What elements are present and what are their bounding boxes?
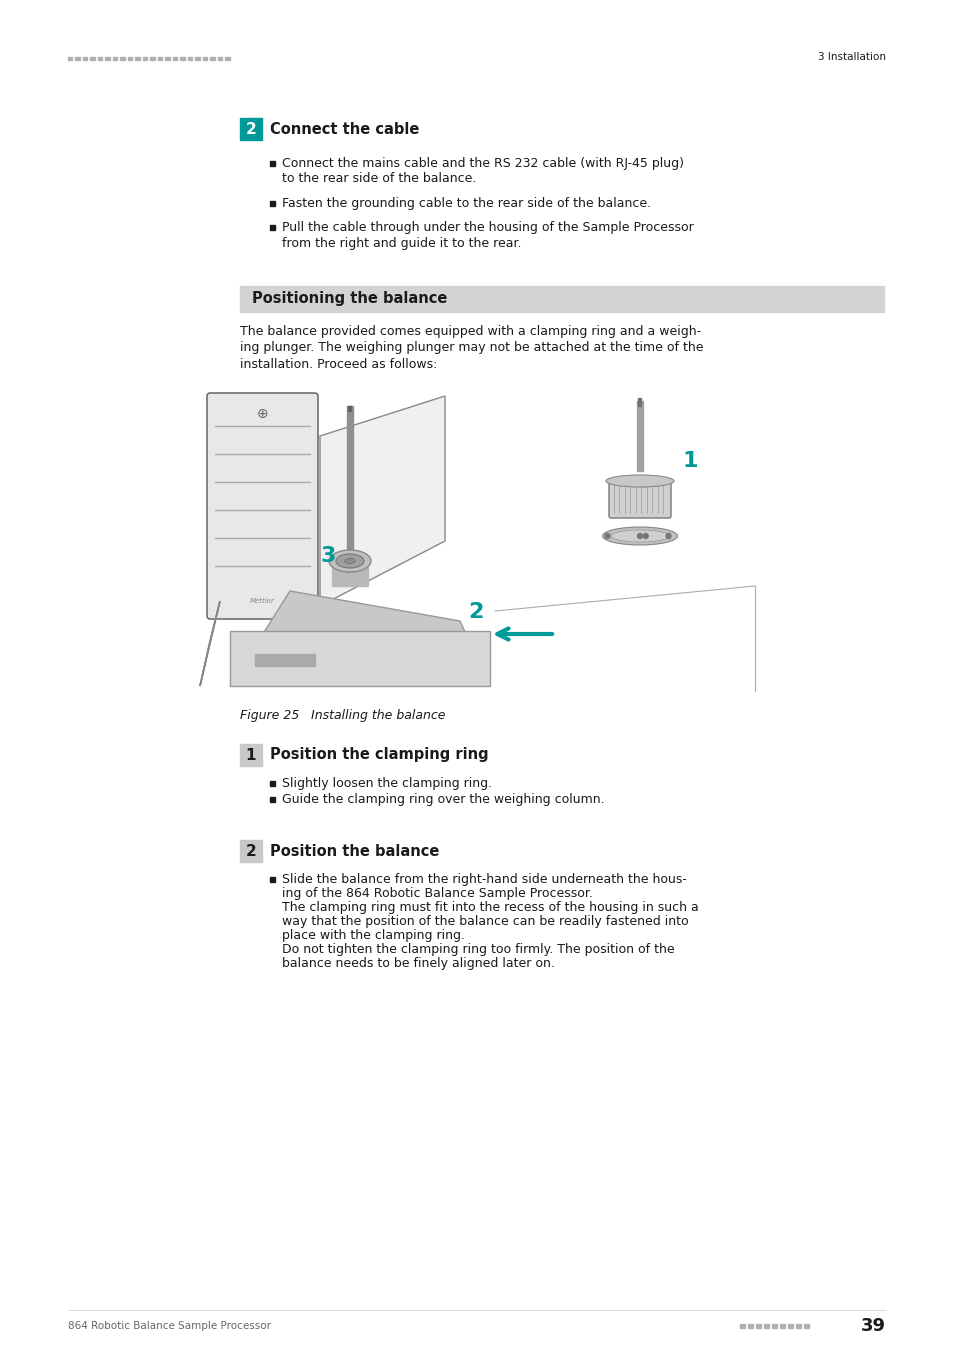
Text: Connect the cable: Connect the cable: [270, 122, 419, 136]
Bar: [270, 225, 274, 230]
Bar: [240, 117, 262, 140]
Text: Position the clamping ring: Position the clamping ring: [270, 748, 488, 763]
Bar: [195, 57, 200, 59]
Text: Fasten the grounding cable to the rear side of the balance.: Fasten the grounding cable to the rear s…: [282, 197, 651, 209]
Text: 1: 1: [246, 748, 256, 763]
Text: The balance provided comes equipped with a clamping ring and a weigh-: The balance provided comes equipped with…: [240, 325, 700, 339]
Bar: [200, 386, 760, 697]
Text: 39: 39: [861, 1318, 885, 1335]
Bar: [270, 201, 274, 207]
Text: Connect the mains cable and the RS 232 cable (with RJ-45 plug): Connect the mains cable and the RS 232 c…: [282, 157, 683, 170]
Bar: [106, 57, 110, 59]
Text: installation. Proceed as follows:: installation. Proceed as follows:: [240, 358, 436, 370]
Bar: [270, 782, 274, 786]
Bar: [211, 57, 214, 59]
Bar: [755, 1324, 760, 1328]
Circle shape: [642, 533, 647, 539]
Text: 2: 2: [245, 844, 256, 859]
Bar: [270, 796, 274, 802]
Text: Positioning the balance: Positioning the balance: [252, 292, 447, 306]
Polygon shape: [230, 630, 490, 686]
Text: ing plunger. The weighing plunger may not be attached at the time of the: ing plunger. The weighing plunger may no…: [240, 342, 702, 355]
Bar: [780, 1324, 784, 1328]
Ellipse shape: [610, 531, 668, 541]
Text: Position the balance: Position the balance: [270, 844, 439, 859]
Text: 3: 3: [320, 545, 335, 566]
Polygon shape: [230, 591, 490, 686]
Bar: [270, 878, 274, 882]
Text: place with the clamping ring.: place with the clamping ring.: [282, 929, 464, 941]
Bar: [740, 1324, 744, 1328]
Polygon shape: [319, 396, 444, 606]
Bar: [240, 840, 262, 863]
Ellipse shape: [602, 526, 677, 545]
Bar: [120, 57, 125, 59]
Bar: [348, 406, 351, 410]
Text: Mettler: Mettler: [250, 598, 274, 603]
Bar: [112, 57, 117, 59]
Bar: [254, 653, 314, 666]
Text: ing of the 864 Robotic Balance Sample Processor.: ing of the 864 Robotic Balance Sample Pr…: [282, 887, 592, 899]
Bar: [143, 57, 148, 59]
Bar: [83, 57, 88, 59]
Bar: [803, 1324, 808, 1328]
Text: 2: 2: [468, 602, 483, 622]
Text: balance needs to be finely aligned later on.: balance needs to be finely aligned later…: [282, 957, 555, 969]
Bar: [270, 161, 274, 166]
Ellipse shape: [605, 475, 673, 487]
Bar: [98, 57, 102, 59]
Bar: [225, 57, 230, 59]
Bar: [795, 1324, 801, 1328]
Text: 2: 2: [245, 122, 256, 136]
Bar: [787, 1324, 792, 1328]
Text: Do not tighten the clamping ring too firmly. The position of the: Do not tighten the clamping ring too fir…: [282, 942, 674, 956]
Bar: [218, 57, 222, 59]
Bar: [332, 566, 368, 586]
Bar: [240, 744, 262, 765]
Text: Slide the balance from the right-hand side underneath the hous-: Slide the balance from the right-hand si…: [282, 872, 686, 886]
Text: from the right and guide it to the rear.: from the right and guide it to the rear.: [282, 236, 521, 250]
Circle shape: [604, 533, 609, 539]
Bar: [240, 286, 883, 312]
Circle shape: [637, 533, 641, 539]
Bar: [638, 398, 640, 406]
Bar: [347, 406, 353, 556]
Bar: [172, 57, 177, 59]
Text: Slightly loosen the clamping ring.: Slightly loosen the clamping ring.: [282, 776, 492, 790]
Bar: [158, 57, 162, 59]
Ellipse shape: [345, 559, 355, 563]
Bar: [75, 57, 80, 59]
FancyBboxPatch shape: [608, 479, 670, 518]
Ellipse shape: [329, 549, 371, 572]
Bar: [188, 57, 193, 59]
Text: Figure 25: Figure 25: [240, 710, 299, 722]
Text: 864 Robotic Balance Sample Processor: 864 Robotic Balance Sample Processor: [68, 1322, 271, 1331]
Bar: [747, 1324, 752, 1328]
Text: Pull the cable through under the housing of the Sample Processor: Pull the cable through under the housing…: [282, 220, 693, 234]
Text: Installing the balance: Installing the balance: [294, 710, 445, 722]
Circle shape: [665, 533, 670, 539]
Bar: [771, 1324, 776, 1328]
FancyBboxPatch shape: [207, 393, 317, 620]
Bar: [180, 57, 185, 59]
Text: Guide the clamping ring over the weighing column.: Guide the clamping ring over the weighin…: [282, 792, 604, 806]
Text: way that the position of the balance can be readily fastened into: way that the position of the balance can…: [282, 914, 688, 927]
Bar: [68, 57, 72, 59]
Ellipse shape: [335, 554, 364, 568]
Bar: [128, 57, 132, 59]
Bar: [151, 57, 154, 59]
Bar: [763, 1324, 768, 1328]
Text: The clamping ring must fit into the recess of the housing in such a: The clamping ring must fit into the rece…: [282, 900, 698, 914]
Text: 1: 1: [681, 451, 697, 471]
Bar: [135, 57, 140, 59]
Bar: [203, 57, 208, 59]
Bar: [91, 57, 95, 59]
Text: ⊕: ⊕: [256, 406, 268, 421]
Text: to the rear side of the balance.: to the rear side of the balance.: [282, 173, 476, 185]
Text: 3 Installation: 3 Installation: [817, 53, 885, 62]
Bar: [165, 57, 170, 59]
Bar: [637, 401, 642, 471]
